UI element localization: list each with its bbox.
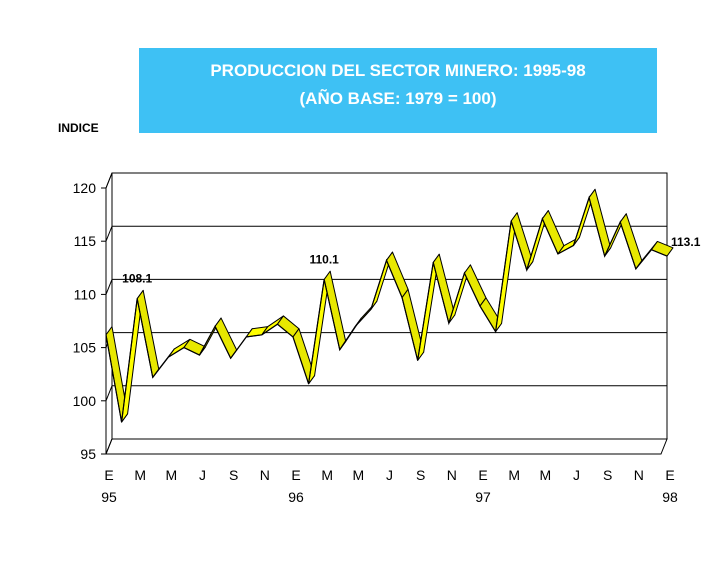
chart-subtitle: (AÑO BASE: 1979 = 100)	[299, 89, 497, 108]
chart-axes	[101, 187, 661, 455]
gridline	[105, 278, 667, 295]
y-tick-label: 100	[73, 393, 97, 409]
y-tick-label: 120	[73, 180, 97, 196]
x-tick-label: M	[352, 467, 364, 483]
x-tick-year: 98	[662, 489, 678, 505]
x-tick-label: N	[634, 467, 644, 483]
y-tick-label: 110	[74, 286, 97, 302]
series-line	[105, 195, 668, 423]
gridline	[105, 172, 667, 189]
y-tick-label: 105	[73, 340, 97, 356]
side-wall	[105, 172, 113, 455]
chart-title-box: PRODUCCION DEL SECTOR MINERO: 1995-98 (A…	[139, 48, 657, 133]
data-label: 108.1	[122, 272, 152, 286]
x-tick-label: S	[416, 467, 425, 483]
x-tick-label: E	[665, 467, 674, 483]
x-tick-label: S	[229, 467, 238, 483]
gridline	[105, 438, 667, 455]
gridline	[105, 225, 667, 242]
gridline	[105, 385, 667, 401]
x-tick-label: N	[260, 467, 270, 483]
data-label: 110.1	[309, 253, 339, 267]
x-tick-year: 95	[101, 489, 117, 505]
y-tick-label: 95	[80, 446, 96, 462]
x-tick-label: M	[508, 467, 520, 483]
y-axis-label: INDICE	[58, 121, 99, 135]
x-tick-label: S	[603, 467, 612, 483]
chart-labels: 95 100 105 110 115 120 E 95 M M J S N E 96 M M J S N E 97 M M J S…	[73, 180, 701, 505]
chart-ribbon	[105, 188, 674, 423]
x-tick-label: M	[539, 467, 551, 483]
x-tick-label: J	[386, 467, 393, 483]
chart-title: PRODUCCION DEL SECTOR MINERO: 1995-98	[210, 61, 586, 80]
x-tick-year: 97	[475, 489, 491, 505]
x-tick-label: J	[199, 467, 206, 483]
x-tick-year: 96	[288, 489, 304, 505]
x-tick-label: E	[291, 467, 300, 483]
x-tick-label: N	[447, 467, 457, 483]
floor	[105, 438, 668, 455]
x-tick-label: M	[321, 467, 333, 483]
x-tick-label: M	[165, 467, 177, 483]
x-tick-label: E	[478, 467, 487, 483]
data-label: 113.1	[671, 235, 701, 249]
x-tick-label: M	[134, 467, 146, 483]
y-tick-label: 115	[74, 233, 97, 249]
x-tick-label: J	[573, 467, 580, 483]
x-tick-label: E	[104, 467, 113, 483]
